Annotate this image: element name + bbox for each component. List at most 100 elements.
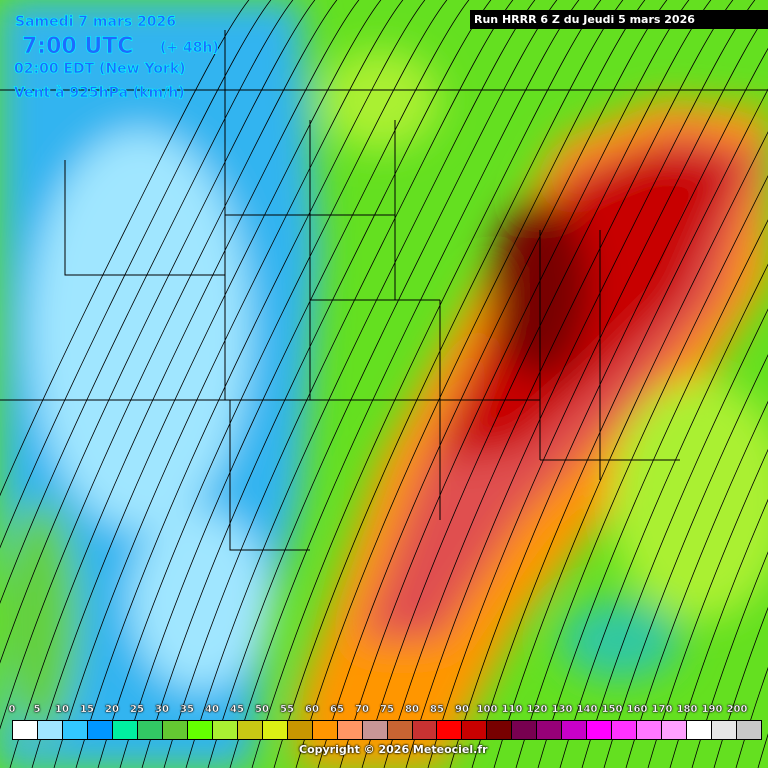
legend-swatch: [712, 721, 738, 739]
legend-label: 60: [305, 704, 319, 715]
streamline: [405, 0, 756, 768]
legend-label: 35: [180, 704, 194, 715]
streamline: [119, 0, 470, 768]
legend-label: 140: [576, 704, 598, 715]
legend-label: 40: [205, 704, 219, 715]
legend-swatch: [637, 721, 663, 739]
streamline: [141, 0, 492, 768]
legend-label: 30: [155, 704, 169, 715]
legend-swatch: [587, 721, 613, 739]
streamline: [515, 175, 768, 768]
legend-label: 200: [726, 704, 748, 715]
streamline: [163, 0, 514, 768]
legend-label: 180: [676, 704, 698, 715]
legend-label: 65: [330, 704, 344, 715]
streamline: [295, 0, 646, 768]
legend-swatch: [687, 721, 713, 739]
legend-label: 10: [55, 704, 69, 715]
legend-swatch: [287, 721, 313, 739]
state-borders: [0, 30, 768, 551]
legend-label: 110: [501, 704, 523, 715]
legend-swatch: [262, 721, 288, 739]
legend-label: 85: [430, 704, 444, 715]
legend-swatch: [512, 721, 538, 739]
model-run-info: Run HRRR 6 Z du Jeudi 5 mars 2026: [470, 10, 768, 29]
streamline: [537, 219, 768, 768]
streamline: [383, 0, 734, 768]
legend-swatch: [487, 721, 513, 739]
legend-swatch: [312, 721, 338, 739]
legend-swatch: [13, 721, 38, 739]
legend-swatch: [212, 721, 238, 739]
streamline: [581, 308, 768, 768]
streamline: [207, 0, 558, 768]
legend-label: 70: [355, 704, 369, 715]
streamline: [361, 0, 712, 768]
streamline: [97, 0, 448, 768]
streamline: [317, 0, 668, 768]
legend-swatch: [62, 721, 88, 739]
legend-swatch: [612, 721, 638, 739]
legend-label: 45: [230, 704, 244, 715]
legend-swatch: [237, 721, 263, 739]
streamline: [0, 0, 338, 730]
legend-label: 130: [551, 704, 573, 715]
streamline: [603, 354, 768, 768]
legend-label: 50: [255, 704, 269, 715]
streamline: [691, 551, 768, 768]
streamline: [75, 0, 426, 768]
legend-swatch: [437, 721, 463, 739]
legend-label: 100: [476, 704, 498, 715]
forecast-lead-time: (+ 48h): [160, 40, 219, 57]
legend-swatch: [112, 721, 138, 739]
legend-labels: 0 5 10 15 20 25 30 35 40 45 50 55 60 65 70 75 80 85 90 100 1…: [0, 704, 768, 718]
streamline: [669, 498, 768, 768]
streamline: [647, 448, 768, 768]
legend-swatch: [412, 721, 438, 739]
legend-label: 90: [455, 704, 469, 715]
streamline: [229, 0, 580, 768]
streamline: [427, 11, 768, 768]
legend-swatch: [137, 721, 163, 739]
legend-swatch: [462, 721, 488, 739]
streamline: [31, 0, 382, 768]
streamline: [493, 131, 768, 768]
legend-label: 160: [626, 704, 648, 715]
legend-label: 15: [80, 704, 94, 715]
legend-label: 150: [601, 704, 623, 715]
streamline: [9, 0, 360, 768]
streamline: [339, 0, 690, 768]
streamline: [0, 0, 316, 664]
legend-label: 0: [8, 704, 16, 715]
streamline: [471, 88, 768, 768]
streamline: [273, 0, 624, 768]
color-legend: [12, 720, 762, 740]
legend-swatch: [37, 721, 63, 739]
legend-swatch: [562, 721, 588, 739]
streamline: [0, 0, 294, 604]
streamline: [0, 0, 272, 549]
legend-label: 80: [405, 704, 419, 715]
legend-label: 20: [105, 704, 119, 715]
legend-label: 25: [130, 704, 144, 715]
legend-label: 55: [280, 704, 294, 715]
legend-label: 120: [526, 704, 548, 715]
legend-swatch: [362, 721, 388, 739]
streamline: [559, 263, 768, 768]
forecast-local-time: 02:00 EDT (New York): [14, 61, 186, 78]
streamline: [625, 400, 768, 768]
streamline: [0, 0, 250, 497]
streamline: [53, 0, 404, 768]
streamline: [251, 0, 602, 768]
legend-swatch: [537, 721, 563, 739]
parameter-label: Vent à 925hPa (km/h): [14, 85, 185, 102]
copyright: Copyright © 2026 Meteociel.fr: [299, 743, 488, 756]
legend-swatch: [662, 721, 688, 739]
legend-swatch: [737, 721, 762, 739]
legend-swatch: [337, 721, 363, 739]
streamline: [449, 47, 768, 768]
legend-label: 75: [380, 704, 394, 715]
